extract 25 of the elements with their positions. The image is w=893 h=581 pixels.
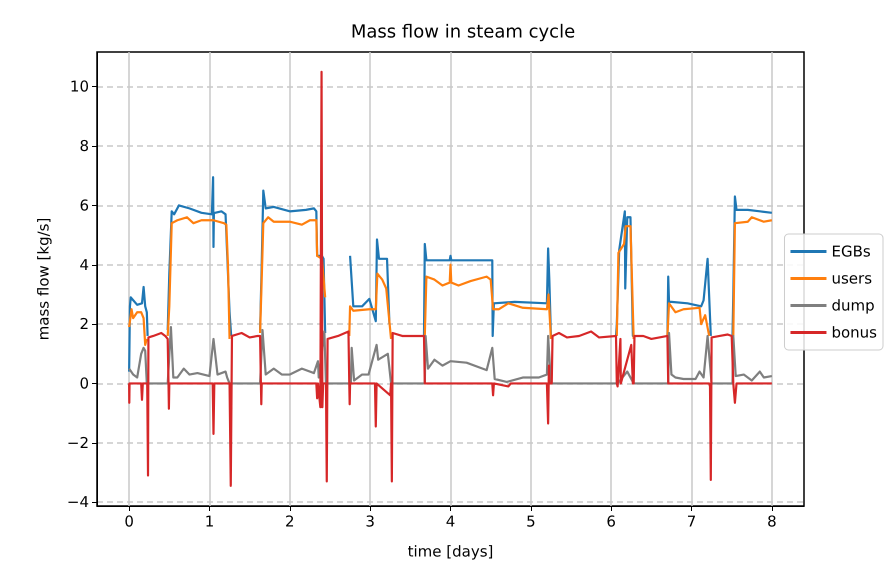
y-tick-label: −2	[66, 434, 89, 452]
x-tick-label: 8	[767, 512, 777, 530]
y-tick-label: −4	[66, 493, 89, 512]
y-axis-title: mass flow [kg/s]	[34, 218, 52, 340]
x-axis-title: time [days]	[408, 542, 494, 560]
legend-label: users	[831, 270, 872, 288]
x-tick-label: 1	[204, 512, 214, 530]
x-tick-label: 6	[606, 512, 616, 530]
legend-label: EGBs	[831, 242, 871, 260]
y-tick-label: 4	[79, 256, 89, 274]
x-tick-label: 2	[285, 512, 295, 530]
y-tick-label: 0	[79, 374, 89, 392]
y-tick-label: 10	[70, 78, 89, 96]
chart-title: Mass flow in steam cycle	[350, 22, 576, 42]
y-tick-label: 8	[79, 137, 89, 156]
x-tick-label: 4	[446, 512, 456, 530]
y-tick-label: 2	[79, 315, 89, 334]
x-tick-label: 5	[526, 512, 536, 530]
x-tick-label: 0	[124, 512, 134, 530]
line-series	[128, 326, 773, 385]
x-tick-label: 3	[365, 512, 375, 530]
legend-label: dump	[831, 296, 875, 314]
x-tick-label: 7	[686, 512, 696, 530]
legend-label: bonus	[831, 324, 878, 342]
y-tick-label: 6	[79, 196, 89, 214]
